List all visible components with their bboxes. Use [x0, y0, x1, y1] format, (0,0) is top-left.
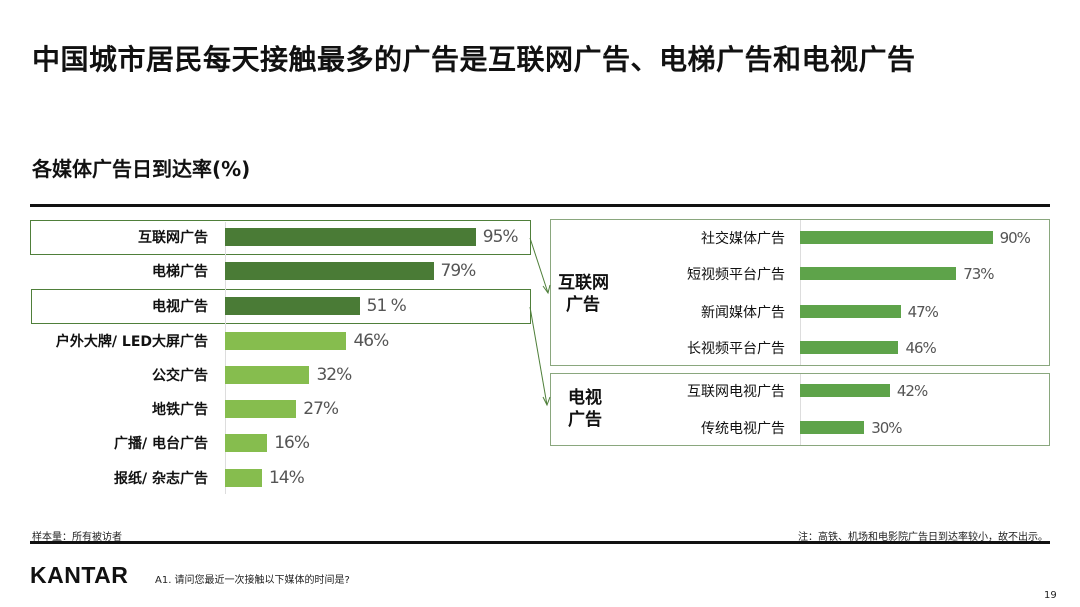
bar: [800, 305, 901, 318]
page-number: 19: [1044, 590, 1057, 601]
group-label-line: 电视: [568, 388, 602, 408]
bar: [800, 421, 865, 434]
group-label-line: 广告: [566, 295, 600, 315]
category-label: 公交广告: [152, 368, 208, 384]
data-label: 14%: [268, 468, 305, 488]
group-label-line: 互联网: [558, 273, 609, 293]
data-label: 90%: [999, 229, 1031, 247]
arrow-internet: [529, 237, 549, 294]
bar: [225, 297, 360, 315]
sample-note: 样本量：所有被访者: [32, 532, 122, 543]
top-divider: [30, 204, 1050, 207]
bar: [225, 262, 434, 280]
bar: [225, 469, 262, 487]
category-label: 传统电视广告: [701, 421, 785, 437]
group-label-line: 广告: [568, 410, 602, 430]
data-label: 32%: [316, 365, 352, 385]
chart-subtitle: 各媒体广告日到达率(%): [32, 157, 251, 181]
category-label: 报纸/ 杂志广告: [114, 471, 208, 487]
data-label: 42%: [896, 382, 928, 400]
category-label: 短视频平台广告: [687, 267, 785, 283]
group-label-tv: 电视 广告: [568, 387, 602, 431]
data-label: 27%: [303, 399, 339, 419]
arrow-head-internet: [542, 284, 551, 295]
data-label: 51 %: [366, 296, 407, 316]
category-label: 电视广告: [152, 299, 208, 315]
arrow-tv: [529, 306, 548, 406]
data-label: 30%: [871, 419, 902, 437]
category-label: 新闻媒体广告: [701, 305, 785, 321]
axis-line: [800, 374, 801, 445]
category-label: 户外大牌/ LED大屏广告: [55, 334, 208, 350]
category-label: 互联网电视广告: [687, 384, 785, 400]
bar: [225, 366, 310, 384]
data-label: 46%: [353, 331, 389, 351]
tv-breakdown-box: [550, 373, 1050, 446]
axis-line: [800, 220, 801, 365]
category-label: 社交媒体广告: [701, 231, 785, 247]
data-label: 46%: [905, 339, 936, 357]
axis-line: [225, 222, 226, 494]
bar: [225, 228, 476, 246]
bar: [800, 341, 899, 354]
bottom-divider: [30, 541, 1050, 544]
data-label: 16%: [274, 433, 310, 453]
category-label: 地铁广告: [152, 402, 208, 418]
category-label: 电梯广告: [152, 264, 208, 280]
data-label: 47%: [907, 303, 939, 321]
footnote: 注：高铁、机场和电影院广告日到达率较小，故不出示。: [798, 532, 1048, 543]
arrow-head-tv: [542, 396, 551, 407]
data-label: 73%: [963, 265, 994, 283]
bar: [225, 434, 268, 452]
bar: [800, 231, 993, 244]
question-text: A1. 请问您最近一次接触以下媒体的时间是?: [155, 575, 350, 586]
group-label-internet: 互联网 广告: [558, 272, 609, 316]
bar: [225, 332, 347, 350]
category-label: 长视频平台广告: [687, 341, 785, 357]
highlight-box-internet: [30, 220, 531, 255]
bar: [800, 267, 957, 280]
data-label: 95%: [482, 227, 519, 247]
page-title: 中国城市居民每天接触最多的广告是互联网广告、电梯广告和电视广告: [32, 43, 916, 76]
internet-breakdown-box: [550, 219, 1050, 366]
bar: [225, 400, 297, 418]
bar: [800, 384, 890, 397]
data-label: 79%: [440, 261, 477, 281]
kantar-logo: KANTAR: [30, 562, 129, 588]
category-label: 互联网广告: [138, 230, 208, 246]
highlight-box-tv: [31, 289, 531, 324]
category-label: 广播/ 电台广告: [114, 436, 208, 452]
